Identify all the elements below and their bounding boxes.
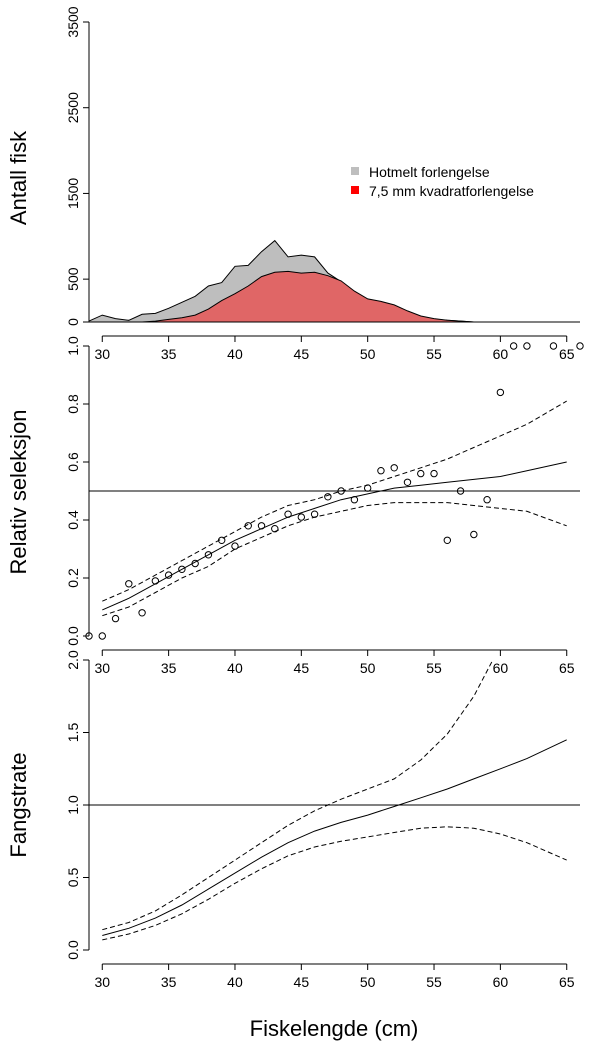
x-tick-label: 65 bbox=[559, 346, 575, 362]
x-tick-label: 60 bbox=[493, 974, 509, 990]
legend: Hotmelt forlengelse 7,5 mm kvadratforlen… bbox=[351, 164, 534, 199]
data-point bbox=[244, 522, 252, 530]
data-point bbox=[125, 580, 133, 588]
fit-line bbox=[102, 461, 567, 611]
y-tick-label: 0.2 bbox=[65, 568, 81, 588]
x-tick-label: 35 bbox=[161, 660, 177, 676]
data-point bbox=[509, 342, 518, 350]
x-tick-label: 30 bbox=[94, 346, 110, 362]
data-point bbox=[350, 496, 359, 504]
ci-upper bbox=[102, 400, 567, 602]
y-axis-label-fangstrate: Fangstrate bbox=[6, 752, 31, 857]
legend-label-hotmelt: Hotmelt forlengelse bbox=[369, 164, 490, 180]
y-tick-label: 3500 bbox=[65, 6, 81, 37]
outline-kvadrat bbox=[89, 270, 474, 323]
x-axis-label: Fiskelengde (cm) bbox=[250, 1016, 419, 1041]
data-point bbox=[85, 632, 93, 640]
x-tick-label: 45 bbox=[294, 346, 310, 362]
x-tick-label: 45 bbox=[294, 974, 310, 990]
y-tick-label: 2.0 bbox=[65, 650, 81, 670]
data-point bbox=[443, 536, 451, 544]
data-point bbox=[151, 577, 160, 585]
data-point bbox=[178, 565, 186, 573]
ci-upper bbox=[102, 660, 494, 931]
y-tick-label: 0.6 bbox=[65, 452, 81, 472]
data-point bbox=[310, 510, 319, 518]
data-point bbox=[576, 342, 584, 350]
x-tick-label: 60 bbox=[493, 346, 509, 362]
data-point bbox=[231, 542, 239, 550]
data-point bbox=[204, 551, 213, 559]
y-tick-label: 0.5 bbox=[65, 868, 81, 888]
legend-label-kvadrat: 7,5 mm kvadratforlengelse bbox=[369, 183, 534, 199]
data-point bbox=[98, 632, 106, 640]
x-tick-label: 35 bbox=[161, 346, 177, 362]
data-point bbox=[138, 609, 146, 617]
data-point bbox=[337, 487, 345, 495]
data-point bbox=[403, 478, 412, 486]
y-tick-label: 0.0 bbox=[65, 626, 81, 646]
data-point bbox=[483, 496, 491, 504]
x-tick-label: 50 bbox=[360, 346, 376, 362]
catch-rate-panel: 0.0 0.5 1.0 1.5 2.0 30 35 40 45 50 55 60 65 30 35 40 45 5… bbox=[65, 649, 580, 990]
fit-line bbox=[102, 739, 567, 936]
data-point bbox=[111, 614, 120, 623]
x-tick-label: 55 bbox=[426, 346, 442, 362]
data-point bbox=[430, 469, 438, 478]
y-tick-label: 0.8 bbox=[65, 394, 81, 414]
data-point bbox=[164, 571, 173, 579]
x-tick-label: 35 bbox=[161, 974, 177, 990]
y-tick-label: 1500 bbox=[65, 178, 81, 209]
x-tick-label: 55 bbox=[426, 974, 442, 990]
y-tick-label: 1.0 bbox=[65, 795, 81, 815]
data-point bbox=[284, 510, 292, 518]
y-tick-label: 0 bbox=[65, 318, 81, 326]
data-point bbox=[496, 388, 505, 397]
y-axis-label-antall-fisk: Antall fisk bbox=[6, 130, 31, 225]
ci-lower bbox=[102, 502, 567, 617]
x-tick-label: 55 bbox=[426, 660, 442, 676]
x-tick-label: 40 bbox=[227, 660, 243, 676]
y-tick-label: 1.0 bbox=[65, 336, 81, 356]
relative-selection-panel: 0.0 0.2 0.4 0.6 0.8 1.0 30 35 40 45 50 55 60 65 bbox=[65, 335, 584, 646]
data-point bbox=[271, 525, 279, 533]
y-axis-label-relativ-seleksjon: Relativ seleksjon bbox=[6, 409, 31, 574]
x-tick-label: 30 bbox=[94, 974, 110, 990]
x-tick-label: 40 bbox=[227, 974, 243, 990]
data-point bbox=[470, 530, 478, 539]
data-point bbox=[363, 484, 372, 492]
x-tick-label: 50 bbox=[360, 974, 376, 990]
legend-swatch-hotmelt bbox=[351, 167, 359, 175]
x-tick-label: 45 bbox=[294, 660, 310, 676]
y-tick-label: 1.5 bbox=[65, 723, 81, 743]
x-tick-label: 50 bbox=[360, 660, 376, 676]
area-kvadrat bbox=[89, 271, 474, 322]
y-tick-label: 2500 bbox=[65, 92, 81, 123]
x-tick-label: 60 bbox=[493, 660, 509, 676]
ci-lower bbox=[102, 826, 567, 941]
legend-swatch-kvadrat bbox=[351, 186, 359, 194]
data-point bbox=[257, 522, 266, 530]
data-point bbox=[191, 559, 199, 568]
data-point bbox=[218, 536, 226, 544]
data-point bbox=[417, 469, 425, 478]
catch-histogram-panel: 0 500 1500 2500 3500 bbox=[65, 6, 580, 326]
y-tick-label: 0.0 bbox=[65, 940, 81, 960]
data-point bbox=[549, 342, 558, 350]
data-point bbox=[297, 513, 306, 521]
y-tick-label: 500 bbox=[65, 267, 81, 291]
x-tick-label: 30 bbox=[94, 660, 110, 676]
data-point bbox=[523, 342, 531, 350]
data-point bbox=[377, 467, 385, 475]
data-point bbox=[324, 493, 332, 501]
y-tick-label: 0.4 bbox=[65, 510, 81, 530]
x-tick-label: 65 bbox=[559, 974, 575, 990]
x-tick-label: 40 bbox=[227, 346, 243, 362]
x-tick-label: 65 bbox=[559, 660, 575, 676]
data-point bbox=[456, 487, 465, 495]
data-point bbox=[390, 464, 398, 472]
